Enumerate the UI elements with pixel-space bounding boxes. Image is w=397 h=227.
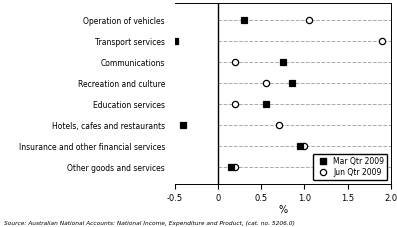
Legend: Mar Qtr 2009, Jun Qtr 2009: Mar Qtr 2009, Jun Qtr 2009 [312,154,387,180]
Text: Source: Australian National Accounts: National Income, Expenditure and Product, : Source: Australian National Accounts: Na… [4,221,295,226]
X-axis label: %: % [278,205,287,215]
